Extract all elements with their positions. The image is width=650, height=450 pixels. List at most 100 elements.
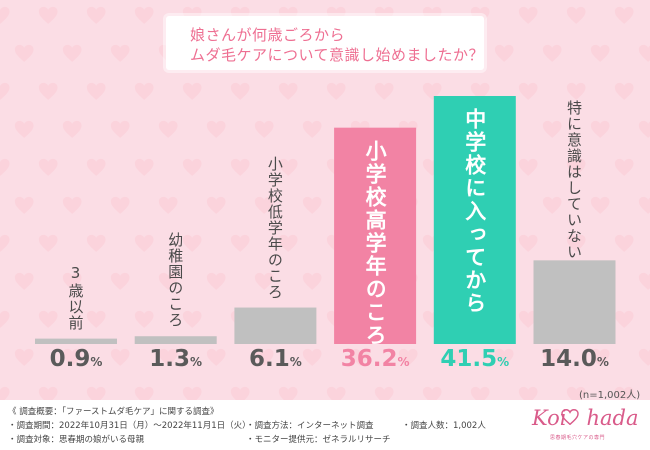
background-heart [0,386,10,400]
background-heart [110,120,130,138]
survey-count: ・調査人数：1,002人 [402,421,486,431]
value-unit-1: % [190,355,203,369]
background-heart [158,272,178,290]
value-number-5: 14.0 [540,346,597,372]
background-heart [182,158,202,176]
background-heart [350,348,370,366]
background-heart [182,82,202,100]
value-number-1: 1.3 [149,346,191,372]
background-heart [422,386,442,400]
background-heart [14,120,34,138]
background-heart [590,348,610,366]
value-label-5: 14.0% [534,346,616,372]
value-unit-0: % [90,355,103,369]
background-heart [86,6,106,24]
background-heart [134,6,154,24]
survey-method: ・調査方法：インターネット調査 [246,421,374,431]
background-heart [86,234,106,252]
title-line-2: ムダ毛ケアについて意識し始めましたか？ [190,46,485,64]
value-label-0: 0.9% [35,346,117,372]
background-heart [518,82,538,100]
background-heart [470,82,490,100]
value-unit-3: % [397,355,410,369]
background-heart [86,386,106,400]
background-heart [518,234,538,252]
background-heart [0,82,10,100]
background-heart [62,196,82,214]
background-heart [0,310,10,328]
background-heart [206,120,226,138]
value-number-3: 36.2 [340,346,398,372]
background-heart [518,6,538,24]
category-label-3: 小学校高学年のころ [363,139,388,347]
survey-summary-footer: 《 調査概要：「ファーストムダ毛ケア」に関する調査》 ・調査期間：2022年10… [0,400,650,450]
background-heart [374,82,394,100]
value-unit-5: % [596,355,609,369]
background-heart [38,234,58,252]
background-heart [470,386,490,400]
background-heart [278,158,298,176]
background-heart [542,44,562,62]
background-heart [302,120,322,138]
background-heart [38,6,58,24]
background-heart [518,386,538,400]
koihada-logo: Koi hada 思春期毛穴ケアの専門 [532,406,639,442]
background-heart [638,44,650,62]
value-number-2: 6.1 [249,346,290,372]
background-heart [62,348,82,366]
background-heart [62,44,82,62]
background-heart [254,120,274,138]
category-label-2: 小学校低学年のころ [265,155,284,300]
background-heart [110,348,130,366]
background-heart [494,44,514,62]
background-heart [134,234,154,252]
background-heart [0,234,10,252]
survey-heading: 《 調査概要：「ファーストムダ毛ケア」に関する調査》 [8,407,219,417]
background-heart [302,272,322,290]
background-heart [638,120,650,138]
background-heart [86,158,106,176]
category-label-5: 特に意識はしていない [565,100,583,260]
background-heart [566,158,586,176]
background-heart [0,6,10,24]
title-line-1: 娘さんが何歳ごろから [190,26,346,44]
background-heart [374,386,394,400]
background-heart [110,196,130,214]
background-heart [566,234,586,252]
background-heart [590,44,610,62]
background-heart [38,386,58,400]
bar-0 [35,338,117,344]
background-heart [566,82,586,100]
background-heart [134,82,154,100]
survey-target: ・調査対象：思春期の娘がいる母親 [8,435,145,445]
background-heart [614,82,634,100]
background-heart [86,310,106,328]
background-heart [614,6,634,24]
background-heart [14,348,34,366]
background-heart [302,348,322,366]
value-number-4: 41.5 [440,346,498,372]
background-heart [182,310,202,328]
background-heart [614,386,634,400]
logo-wordmark: Koi hada [532,406,639,430]
background-heart [518,158,538,176]
background-heart [326,82,346,100]
background-heart [638,272,650,290]
background-heart [206,196,226,214]
background-heart [86,82,106,100]
background-heart [158,196,178,214]
value-unit-4: % [497,355,510,369]
value-label-2: 6.1% [234,346,316,372]
survey-period: ・調査期間：2022年10月31日（月）～2022年11月1日（火） [8,421,251,431]
background-heart [38,82,58,100]
background-heart [542,348,562,366]
background-heart [206,348,226,366]
background-heart [62,272,82,290]
background-heart [134,310,154,328]
bar-1 [134,336,217,344]
background-heart [182,234,202,252]
background-heart [638,348,650,366]
background-heart [590,120,610,138]
background-heart [14,44,34,62]
background-heart [542,196,562,214]
